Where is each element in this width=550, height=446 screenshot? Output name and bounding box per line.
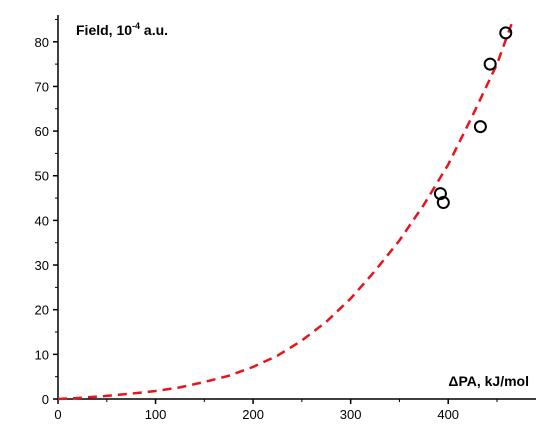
y-axis-title: Field, 10-4 a.u. (76, 21, 168, 38)
y-tick-label: 20 (35, 303, 49, 318)
x-tick-label: 400 (437, 407, 459, 422)
data-point (436, 196, 450, 210)
data-point (499, 26, 513, 40)
y-tick-label: 70 (35, 79, 49, 94)
y-tick-label: 60 (35, 124, 49, 139)
y-tick-label: 0 (42, 392, 49, 407)
x-tick-label: 300 (340, 407, 362, 422)
y-tick-label: 30 (35, 258, 49, 273)
data-points-layer (433, 26, 513, 210)
x-tick-label: 200 (242, 407, 264, 422)
y-tick-label: 50 (35, 169, 49, 184)
x-tick-label: 0 (54, 407, 61, 422)
y-tick-label: 80 (35, 35, 49, 50)
ticks: 0 100 200 300 400 0 10 20 30 40 50 60 70 80 (35, 18, 498, 422)
data-point (483, 57, 497, 71)
axes (57, 15, 536, 400)
y-tick-label: 10 (35, 347, 49, 362)
y-axis-title-text: Field, 10 (76, 22, 132, 38)
y-axis-title-exponent: -4 (132, 21, 140, 31)
data-point (473, 120, 487, 134)
fit-curve-layer (57, 23, 513, 401)
fit-curve (57, 23, 513, 401)
x-axis-title: ΔPA, kJ/mol (448, 373, 529, 389)
x-tick-label: 100 (145, 407, 167, 422)
y-tick-label: 40 (35, 213, 49, 228)
y-axis-title-unit: a.u. (140, 22, 168, 38)
